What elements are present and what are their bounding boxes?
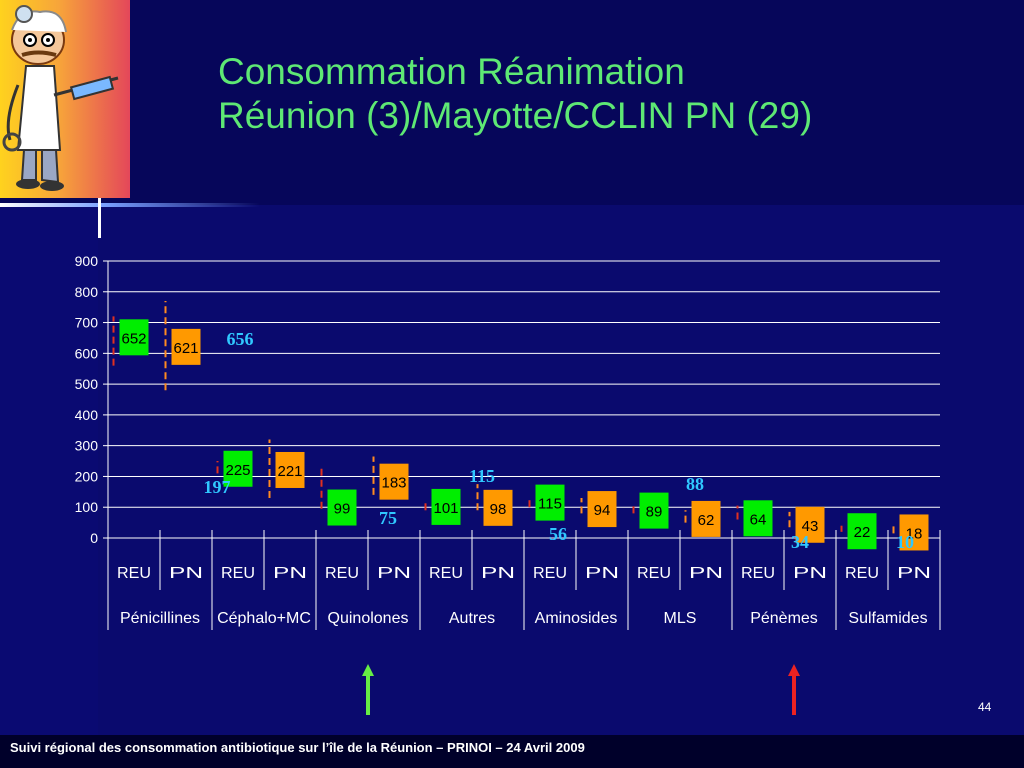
- bar-reu: [847, 513, 877, 550]
- x-category-label: Aminosides: [535, 610, 618, 627]
- x-category-label: MLS: [664, 610, 697, 627]
- x-sub-label: PN: [377, 565, 411, 582]
- divider-vertical: [98, 198, 101, 238]
- y-tick-label: 800: [75, 284, 99, 300]
- y-tick-label: 900: [75, 253, 99, 269]
- chart-annotations: 656 197 75 115 56 88 34 10: [204, 329, 915, 552]
- bar-pn: [483, 489, 513, 526]
- slide-title: Consommation Réanimation Réunion (3)/May…: [218, 50, 998, 138]
- x-category-label: Pénèmes: [750, 610, 818, 627]
- y-tick-label: 300: [75, 438, 99, 454]
- x-sub-label: PN: [169, 565, 203, 582]
- bar-value-label: 221: [277, 463, 302, 480]
- slide-number: 44: [978, 700, 992, 714]
- bar-value-label: 62: [698, 512, 715, 529]
- bar-reu: [743, 500, 773, 537]
- x-sub-label: PN: [585, 565, 619, 582]
- y-tick-label: 500: [75, 376, 99, 392]
- bar-reu: [119, 319, 149, 356]
- y-tick-label: 400: [75, 407, 99, 423]
- bar-value-label: 115: [538, 496, 562, 513]
- title-line-1: Consommation Réanimation: [218, 51, 685, 92]
- x-category-label: Pénicillines: [120, 610, 200, 627]
- bar-value-label: 99: [334, 501, 351, 518]
- x-category-label: Quinolones: [328, 610, 409, 627]
- x-axis-labels: REU PN Pénicillines REU PN Céphalo+MC REU PN Qui…: [107, 530, 941, 630]
- x-sub-label: REU: [533, 565, 567, 582]
- x-sub-label: PN: [273, 565, 307, 582]
- x-sub-label: REU: [117, 565, 151, 582]
- red-arrow-icon: [788, 664, 800, 715]
- bar-pn: [171, 328, 201, 365]
- x-sub-label: REU: [637, 565, 671, 582]
- y-tick-label: 600: [75, 345, 99, 361]
- bar-value-label: 101: [433, 500, 458, 517]
- x-category-label: Autres: [449, 610, 495, 627]
- bar-value-label: 89: [646, 504, 663, 521]
- title-band: [0, 0, 1024, 205]
- x-category-label: Sulfamides: [848, 610, 927, 627]
- bar-pn: [899, 514, 929, 551]
- y-axis-tick-labels: 0 100 200 300 400 500 600 700 800 900: [75, 253, 99, 546]
- divider-horizontal: [0, 203, 260, 207]
- bar-pn: [587, 491, 617, 528]
- bar-pn: [795, 506, 825, 543]
- x-sub-label: REU: [429, 565, 463, 582]
- annotation-value: 34: [791, 532, 809, 552]
- y-tick-label: 100: [75, 499, 99, 515]
- annotation-value: 10: [896, 532, 914, 552]
- bar-value-label: 64: [750, 511, 767, 528]
- annotation-value: 88: [686, 474, 704, 494]
- annotation-value: 197: [204, 477, 231, 497]
- x-category-label: Céphalo+MC: [217, 610, 311, 627]
- x-sub-label: PN: [481, 565, 515, 582]
- bar-reu: [535, 484, 565, 521]
- bar-pn: [691, 500, 721, 537]
- bar-value-label: 94: [594, 502, 611, 519]
- bar-value-label: 98: [490, 501, 507, 518]
- bar-value-label: 18: [906, 525, 923, 542]
- footer-text: Suivi régional des consommation antibiot…: [10, 740, 585, 755]
- y-tick-label: 700: [75, 315, 99, 331]
- bar-pn: [379, 463, 409, 500]
- x-sub-label: REU: [325, 565, 359, 582]
- x-sub-label: REU: [845, 565, 879, 582]
- x-sub-label: PN: [793, 565, 827, 582]
- title-line-2: Réunion (3)/Mayotte/CCLIN PN (29): [218, 95, 813, 136]
- bar-value-label: 183: [381, 475, 406, 492]
- bar-value-label: 43: [802, 518, 819, 535]
- bar-reu: [639, 492, 669, 529]
- x-sub-label: REU: [221, 565, 255, 582]
- bar-value-label: 652: [121, 330, 146, 347]
- annotation-value: 56: [549, 524, 567, 544]
- bar-pn: [275, 451, 305, 488]
- chart-bars: 652 225 99 101 115 89 64 22 621 221 183 98 94 62 43 18: [112, 301, 929, 551]
- bar-value-label: 621: [173, 340, 198, 357]
- doctor-syringe-icon: [2, 5, 119, 191]
- footer-bar: [0, 735, 1024, 768]
- bar-reu: [431, 488, 461, 525]
- y-tick-label: 0: [90, 530, 98, 546]
- x-sub-label: PN: [897, 565, 931, 582]
- green-arrow-icon: [362, 664, 374, 715]
- doctor-cartoon-logo: [0, 0, 130, 198]
- annotation-value: 115: [469, 466, 495, 486]
- bar-reu: [327, 489, 357, 526]
- annotation-value: 656: [227, 329, 254, 349]
- y-tick-label: 200: [75, 468, 99, 484]
- annotation-value: 75: [379, 508, 397, 528]
- x-sub-label: PN: [689, 565, 723, 582]
- left-band: [0, 205, 98, 735]
- bar-reu: [223, 450, 253, 487]
- x-sub-label: REU: [741, 565, 775, 582]
- bar-value-label: 225: [225, 462, 250, 479]
- bar-value-label: 22: [854, 524, 871, 541]
